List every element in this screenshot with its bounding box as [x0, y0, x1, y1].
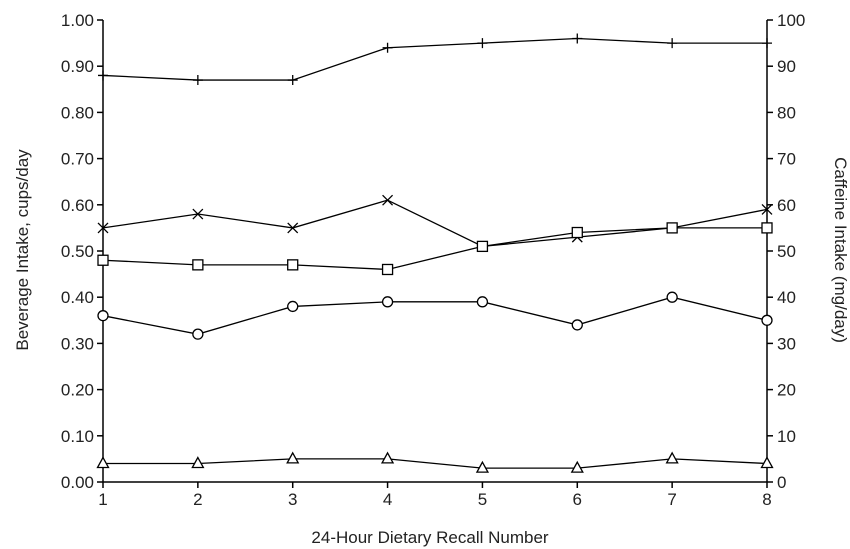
series-triangle — [96, 451, 774, 473]
y2-tick-label: 60 — [777, 196, 796, 215]
data-point-square — [287, 259, 299, 271]
data-point-triangle — [570, 460, 584, 473]
x-tick-label: 7 — [667, 490, 676, 509]
data-point-triangle — [380, 451, 395, 464]
axes — [97, 19, 773, 488]
data-point-square — [761, 222, 773, 234]
y-tick-label: 0.70 — [61, 150, 94, 169]
x-axis-title: 24-Hour Dietary Recall Number — [311, 528, 548, 547]
data-point-plus — [667, 38, 678, 49]
data-point-circle — [192, 328, 204, 340]
y-tick-label: 0.80 — [61, 103, 94, 122]
y-tick-label: 0.40 — [61, 288, 94, 307]
data-point-square — [97, 254, 109, 266]
data-point-x — [382, 194, 394, 206]
data-point-plus — [762, 38, 772, 49]
y2-tick-label: 50 — [777, 242, 796, 261]
y2-tick-label: 70 — [777, 150, 796, 169]
y-tick-label: 0.00 — [61, 473, 94, 492]
data-point-triangle — [191, 456, 205, 469]
series-group — [96, 33, 774, 473]
y2-tick-label: 10 — [777, 427, 796, 446]
series-line-x — [102, 199, 768, 248]
data-point-plus — [382, 42, 393, 53]
data-point-plus — [192, 75, 203, 86]
data-point-triangle — [286, 451, 300, 464]
x-tick-label: 8 — [762, 490, 771, 509]
data-point-circle — [666, 291, 678, 303]
y-tick-label: 1.00 — [61, 11, 94, 30]
y-tick-label: 0.20 — [61, 381, 94, 400]
data-point-circle — [381, 296, 394, 308]
tick-labels: 0.00 0.10 0.20 0.30 0.40 0.50 0.60 0.70 0.80 0.90… — [61, 11, 805, 509]
y-axis-title: Beverage Intake, cups/day — [13, 149, 32, 351]
data-point-square — [666, 222, 678, 234]
data-point-x — [192, 208, 204, 220]
data-point-triangle — [665, 451, 679, 464]
data-point-square — [476, 240, 489, 253]
y2-tick-label: 100 — [777, 11, 805, 30]
data-point-triangle — [475, 460, 490, 473]
data-point-triangle — [96, 456, 110, 469]
data-point-triangle — [760, 456, 774, 469]
data-point-square — [192, 259, 204, 271]
y2-tick-label: 30 — [777, 334, 796, 353]
y-tick-label: 0.50 — [61, 242, 94, 261]
data-point-plus — [287, 75, 298, 86]
series-line-circle — [102, 296, 768, 335]
y-tick-label: 0.60 — [61, 196, 94, 215]
data-point-x — [97, 222, 109, 234]
y-tick-label: 0.90 — [61, 57, 94, 76]
x-tick-label: 3 — [288, 490, 297, 509]
data-point-circle — [287, 300, 299, 313]
series-line-square — [102, 227, 767, 271]
x-tick-label: 6 — [573, 490, 582, 509]
data-point-square — [381, 263, 394, 276]
data-point-plus — [98, 70, 108, 81]
x-tick-label: 2 — [193, 490, 202, 509]
y2-tick-label: 0 — [777, 473, 786, 492]
y2-tick-label: 20 — [777, 381, 796, 400]
x-tick-label: 1 — [98, 490, 107, 509]
series-square — [97, 222, 773, 276]
y-tick-label: 0.30 — [61, 334, 94, 353]
data-point-plus — [572, 33, 583, 44]
y2-tick-label: 80 — [777, 103, 796, 122]
y-tick-label: 0.10 — [61, 427, 94, 446]
data-point-plus — [477, 38, 488, 49]
y2-tick-label: 40 — [777, 288, 796, 307]
series-line-triangle — [103, 458, 768, 469]
series-plus — [98, 33, 772, 86]
data-point-square — [571, 226, 583, 239]
data-point-x — [761, 203, 773, 215]
series-circle — [97, 291, 773, 340]
data-point-circle — [97, 310, 109, 322]
x-tick-label: 5 — [478, 490, 487, 509]
data-point-x — [287, 222, 299, 234]
y2-axis-title: Caffeine Intake (mg/day) — [831, 157, 850, 343]
data-point-circle — [571, 319, 583, 331]
data-point-circle — [761, 314, 773, 326]
data-point-circle — [476, 296, 489, 308]
y2-tick-label: 90 — [777, 57, 796, 76]
x-tick-label: 4 — [383, 490, 392, 509]
series-line-plus — [102, 37, 767, 81]
